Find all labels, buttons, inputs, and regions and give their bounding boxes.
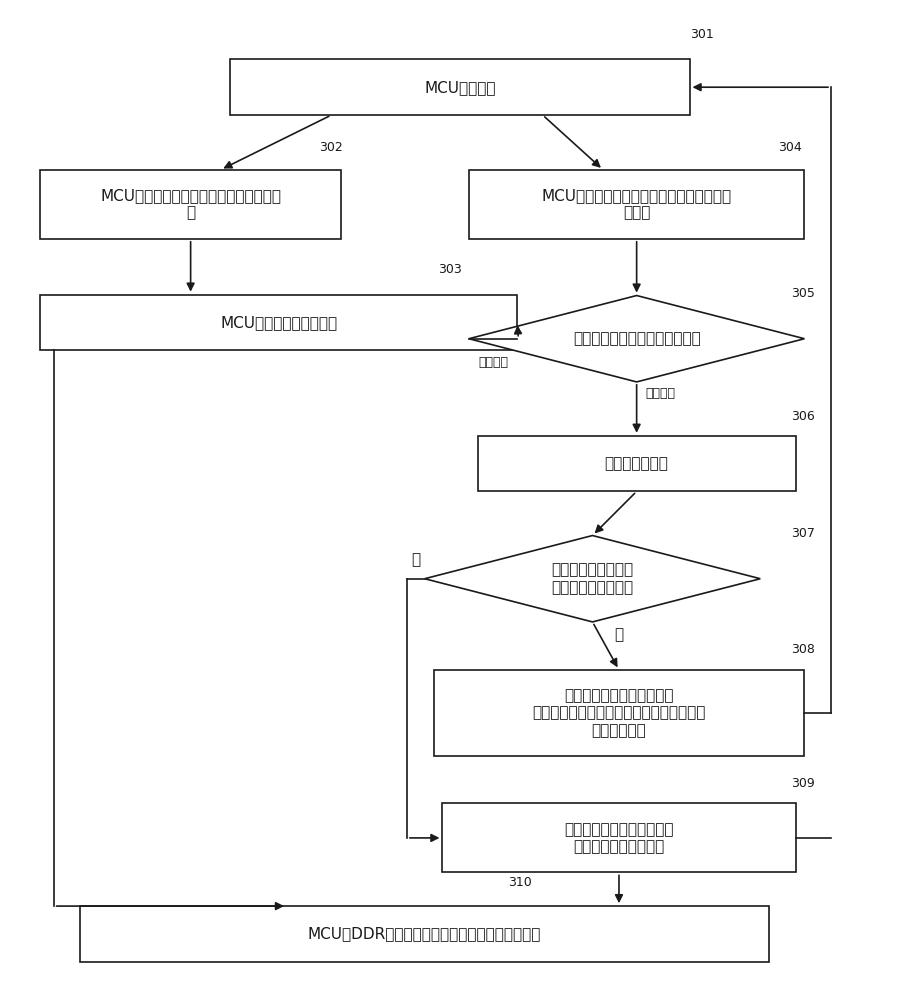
Text: 计算不清狗时间: 计算不清狗时间: [604, 456, 668, 471]
Text: 否: 否: [411, 552, 420, 567]
Text: 309: 309: [790, 777, 814, 790]
Polygon shape: [425, 536, 759, 622]
Text: MCU运行程序: MCU运行程序: [424, 80, 495, 95]
Text: 304: 304: [777, 141, 800, 154]
Text: MCU根据第一周期周期性进入定时器中断处
理程序: MCU根据第一周期周期性进入定时器中断处 理程序: [541, 188, 731, 221]
Text: 308: 308: [790, 643, 814, 656]
Text: 是: 是: [614, 627, 623, 642]
Text: 确定不是将要发生狗复位，
将不清狗时间进行累计: 确定不是将要发生狗复位， 将不清狗时间进行累计: [563, 822, 673, 854]
Text: 第一数值: 第一数值: [478, 356, 508, 369]
Bar: [433, 670, 803, 756]
Text: 设置标识的值为第一数值，
并确定再一次进入定时器中断处理程序时将
要发生狗复位: 设置标识的值为第一数值， 并确定再一次进入定时器中断处理程序时将 要发生狗复位: [532, 688, 705, 738]
Text: 第二数值: 第二数值: [645, 387, 675, 400]
Bar: [469, 170, 803, 239]
Text: MCU判定运行的程序进入异常中断处理程
序: MCU判定运行的程序进入异常中断处理程 序: [100, 188, 281, 221]
Bar: [230, 59, 689, 115]
Bar: [442, 803, 795, 872]
Bar: [80, 906, 768, 962]
Text: 305: 305: [790, 287, 814, 300]
Text: 判断定时器中断程序中标识的值: 判断定时器中断程序中标识的值: [573, 331, 699, 346]
Text: MCU将DDR切换到自刷新模式，并等待发生狗复位: MCU将DDR切换到自刷新模式，并等待发生狗复位: [308, 926, 540, 941]
Text: 310: 310: [508, 876, 532, 889]
Bar: [477, 436, 795, 491]
Text: 306: 306: [790, 410, 814, 423]
Text: 302: 302: [318, 141, 342, 154]
Text: 301: 301: [689, 28, 712, 41]
Polygon shape: [469, 296, 803, 382]
Text: 303: 303: [437, 263, 461, 276]
Text: MCU确定将要发生狗复位: MCU确定将要发生狗复位: [221, 315, 337, 330]
Bar: [40, 295, 516, 350]
Bar: [40, 170, 340, 239]
Text: 307: 307: [790, 527, 814, 540]
Text: 判断不清狗时间是否
大于或者等于预设值: 判断不清狗时间是否 大于或者等于预设值: [550, 563, 633, 595]
